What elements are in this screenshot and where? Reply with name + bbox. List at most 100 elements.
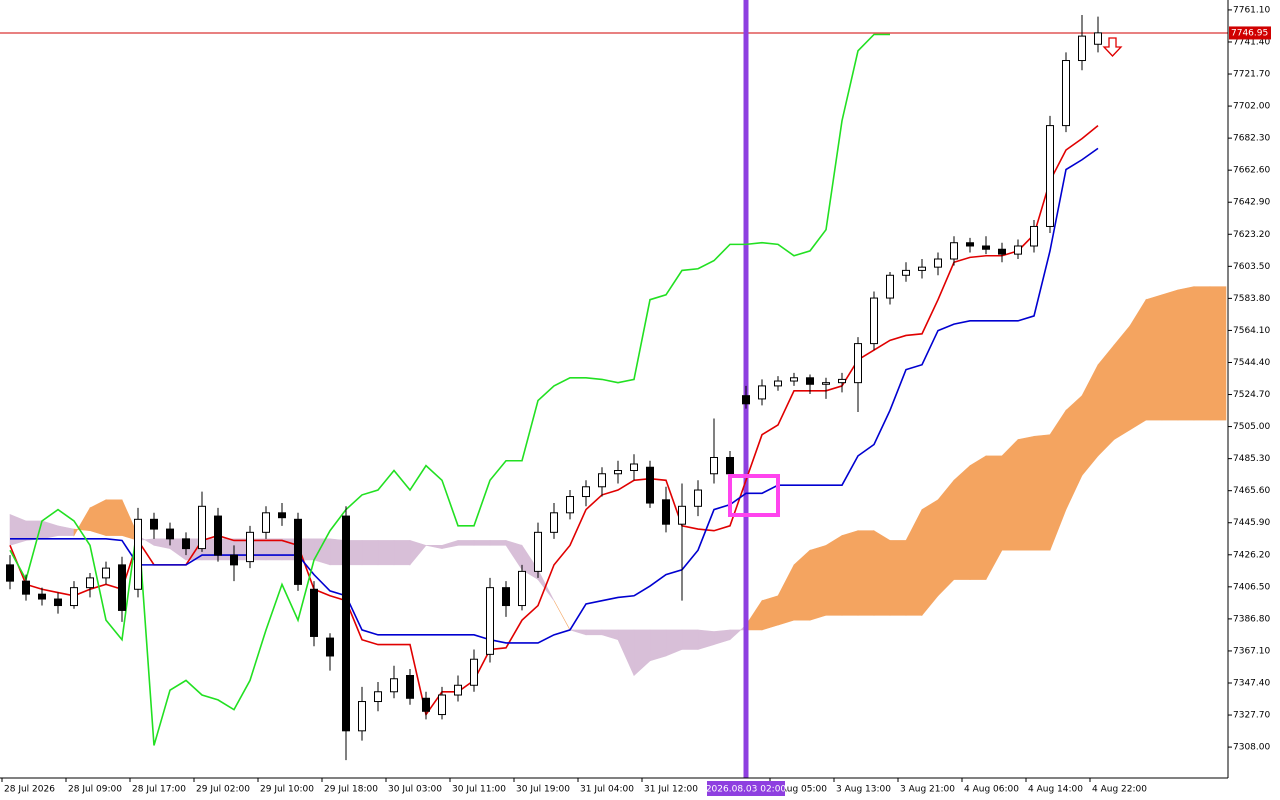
x-tick-label: 29 Jul 02:00 (196, 785, 250, 795)
x-tick-label: 29 Jul 18:00 (324, 785, 378, 795)
candle-body (774, 380, 782, 387)
cloud-segment (1161, 289, 1179, 421)
candle-body (934, 258, 942, 268)
candle-body (566, 496, 574, 514)
candle-body (214, 515, 222, 556)
candle-body (150, 518, 158, 530)
x-tick-label: 31 Jul 12:00 (644, 785, 698, 795)
candle-body (86, 577, 94, 589)
candle-body (166, 528, 174, 540)
cloud-segment (649, 629, 667, 662)
cloud-segment (585, 629, 603, 636)
candle-body (1030, 225, 1038, 247)
cloud-segment (105, 499, 123, 536)
y-tick-label: 7682.30 (1233, 134, 1270, 144)
y-tick-label: 7603.50 (1233, 262, 1270, 272)
cloud-segment (265, 538, 283, 561)
x-tick-label: 4 Aug 14:00 (1028, 785, 1083, 795)
x-tick-label: 4 Aug 06:00 (964, 785, 1019, 795)
candle-body (726, 456, 734, 475)
candle-body (326, 637, 334, 657)
x-tick-label: 4 Aug 22:00 (1092, 785, 1147, 795)
cloud-segment (1097, 344, 1115, 457)
candle-body (438, 694, 446, 716)
candle-body (374, 691, 382, 703)
cloud-segment (857, 530, 875, 616)
x-tick-label: 28 Jul 17:00 (132, 785, 186, 795)
candle-body (22, 580, 30, 595)
x-tick-label: 29 Jul 10:00 (260, 785, 314, 795)
sell-arrow (1102, 37, 1123, 57)
candle-body (982, 245, 990, 250)
candle-body (342, 515, 350, 732)
cloud-segment (1193, 286, 1211, 421)
candle-body (998, 248, 1006, 255)
candle-body (102, 567, 110, 579)
candle-body (294, 518, 302, 585)
candle-body (838, 378, 846, 384)
y-tick-label: 7406.50 (1233, 582, 1270, 592)
candle-body (966, 242, 974, 247)
cloud-segment (889, 540, 907, 616)
candle-body (278, 512, 286, 519)
candle-body (422, 697, 430, 712)
x-tick-label: 31 Jul 04:00 (580, 785, 634, 795)
candle-body (550, 512, 558, 533)
candle-body (198, 505, 206, 550)
y-tick-label: 7524.70 (1233, 390, 1270, 400)
cloud-segment (873, 530, 891, 616)
y-tick-label: 7721.70 (1233, 70, 1270, 80)
cloud-segment (1113, 324, 1131, 441)
indicator-line (9, 33, 890, 746)
cloud-segment (393, 540, 411, 566)
y-tick-label: 7426.20 (1233, 550, 1270, 560)
candle-body (534, 531, 542, 572)
candle-body (758, 385, 766, 400)
cloud-segment (1145, 294, 1163, 421)
candle-body (486, 587, 494, 655)
x-tick-label: 3 Aug 13:00 (836, 785, 891, 795)
candle-body (1062, 60, 1070, 127)
candle-body (70, 587, 78, 607)
axes: 7761.10 7741.40 7721.70 7702.00 7682.30 7662.… (1, 5, 1271, 796)
x-tick-label: 30 Jul 11:00 (452, 785, 506, 795)
candle-body (1094, 32, 1102, 45)
cloud-segment (921, 499, 939, 617)
cloud-segment (681, 629, 699, 650)
cloud-segment (409, 540, 427, 566)
candle-body (118, 564, 126, 611)
candle-body (662, 499, 670, 525)
candle-body (246, 531, 254, 563)
candle-body (518, 570, 526, 607)
y-tick-label: 7347.40 (1233, 678, 1270, 688)
y-tick-label: 7327.70 (1233, 711, 1270, 721)
x-tick-label: 3 Aug 21:00 (900, 785, 955, 795)
cloud-segment (969, 455, 987, 580)
x-tick-label: 30 Jul 03:00 (388, 785, 442, 795)
cloud-segment (1017, 435, 1035, 551)
candle-body (646, 466, 654, 504)
cloud-segment (313, 538, 331, 566)
y-tick-label: 7642.90 (1233, 198, 1270, 208)
candle-body (310, 588, 318, 637)
y-tick-label: 7583.80 (1233, 294, 1270, 304)
x-tick-label: 28 Jul 2026 (4, 785, 55, 795)
candle-body (710, 456, 718, 475)
cloud-segment (473, 540, 491, 546)
crosshair-label: 2026.08.03 02:00 (706, 785, 787, 795)
candle-body (358, 701, 366, 732)
y-tick-label: 7465.60 (1233, 486, 1270, 496)
candle-body (454, 684, 462, 696)
candle-body (134, 518, 142, 590)
cloud-segment (1177, 286, 1195, 421)
cloud-segment (1001, 438, 1019, 551)
indicator-line (9, 124, 1099, 717)
candle-body (806, 377, 814, 385)
y-tick-label: 7761.10 (1233, 5, 1270, 15)
y-tick-label: 7544.40 (1233, 358, 1270, 368)
candle-body (822, 382, 830, 385)
candle-body (262, 512, 270, 533)
cloud-segment (361, 540, 379, 566)
